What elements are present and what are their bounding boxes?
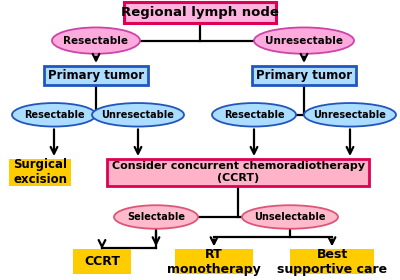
Text: Unselectable: Unselectable [254, 212, 326, 222]
Text: Unresectable: Unresectable [102, 110, 174, 120]
FancyBboxPatch shape [107, 159, 369, 186]
Text: Resectable: Resectable [224, 110, 284, 120]
FancyBboxPatch shape [252, 66, 356, 85]
Ellipse shape [304, 103, 396, 127]
Text: Best
supportive care: Best supportive care [277, 248, 387, 276]
Text: CCRT: CCRT [84, 255, 120, 268]
Text: Resectable: Resectable [64, 36, 128, 46]
Text: Unresectable: Unresectable [314, 110, 386, 120]
FancyBboxPatch shape [175, 249, 253, 274]
FancyBboxPatch shape [290, 249, 374, 274]
Ellipse shape [212, 103, 296, 127]
FancyBboxPatch shape [44, 66, 148, 85]
Text: Primary tumor: Primary tumor [48, 69, 144, 82]
Ellipse shape [242, 205, 338, 229]
FancyBboxPatch shape [73, 249, 131, 274]
Text: Consider concurrent chemoradiotherapy
(CCRT): Consider concurrent chemoradiotherapy (C… [112, 161, 364, 183]
Ellipse shape [92, 103, 184, 127]
Ellipse shape [114, 205, 198, 229]
Ellipse shape [52, 27, 140, 54]
Text: Regional lymph node: Regional lymph node [121, 6, 279, 19]
FancyBboxPatch shape [9, 159, 71, 186]
Text: Selectable: Selectable [127, 212, 185, 222]
Ellipse shape [254, 27, 354, 54]
Text: Unresectable: Unresectable [265, 36, 343, 46]
Text: RT
monotherapy: RT monotherapy [167, 248, 261, 276]
Text: Primary tumor: Primary tumor [256, 69, 352, 82]
Text: Surgical
excision: Surgical excision [13, 158, 67, 186]
Ellipse shape [12, 103, 96, 127]
Text: Resectable: Resectable [24, 110, 84, 120]
FancyBboxPatch shape [124, 2, 276, 23]
